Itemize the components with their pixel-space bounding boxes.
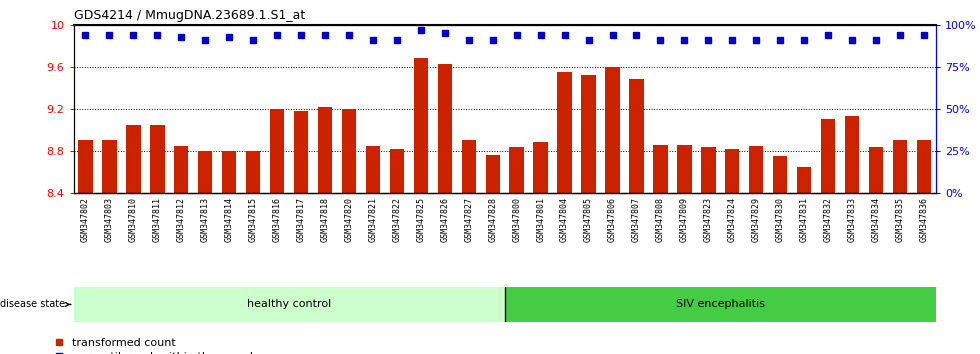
Bar xyxy=(749,145,763,193)
Text: GSM347822: GSM347822 xyxy=(392,197,402,242)
Bar xyxy=(438,64,452,193)
Text: GSM347823: GSM347823 xyxy=(704,197,712,242)
Bar xyxy=(342,109,356,193)
Text: GSM347811: GSM347811 xyxy=(153,197,162,242)
Bar xyxy=(510,147,524,193)
Bar xyxy=(916,141,931,193)
Text: GSM347803: GSM347803 xyxy=(105,197,114,242)
Bar xyxy=(677,144,692,193)
Text: GSM347825: GSM347825 xyxy=(416,197,425,242)
Text: GSM347808: GSM347808 xyxy=(656,197,664,242)
Text: GSM347821: GSM347821 xyxy=(368,197,377,242)
Bar xyxy=(869,147,883,193)
Text: GSM347835: GSM347835 xyxy=(896,197,905,242)
Text: disease state: disease state xyxy=(0,299,71,309)
Bar xyxy=(246,151,261,193)
Bar xyxy=(270,109,284,193)
Bar xyxy=(390,149,404,193)
Bar xyxy=(150,125,165,193)
Bar xyxy=(629,79,644,193)
Bar xyxy=(222,151,236,193)
Text: GSM347828: GSM347828 xyxy=(488,197,497,242)
Text: GSM347816: GSM347816 xyxy=(272,197,281,242)
Bar xyxy=(773,156,787,193)
Bar xyxy=(893,141,907,193)
Text: GSM347802: GSM347802 xyxy=(81,197,90,242)
Text: GSM347810: GSM347810 xyxy=(129,197,138,242)
Bar xyxy=(318,107,332,193)
Text: GSM347814: GSM347814 xyxy=(224,197,233,242)
Text: GSM347830: GSM347830 xyxy=(776,197,785,242)
Bar xyxy=(485,155,500,193)
Text: GSM347813: GSM347813 xyxy=(201,197,210,242)
Bar xyxy=(701,147,715,193)
Text: SIV encephalitis: SIV encephalitis xyxy=(676,299,764,309)
Bar xyxy=(102,141,117,193)
Bar xyxy=(558,72,571,193)
Bar xyxy=(366,145,380,193)
Text: GSM347818: GSM347818 xyxy=(320,197,329,242)
Text: GSM347832: GSM347832 xyxy=(823,197,833,242)
Bar xyxy=(606,67,619,193)
Text: GSM347836: GSM347836 xyxy=(919,197,928,242)
Bar xyxy=(533,142,548,193)
Text: GSM347820: GSM347820 xyxy=(345,197,354,242)
Bar xyxy=(462,141,476,193)
Text: GSM347801: GSM347801 xyxy=(536,197,545,242)
Text: GSM347804: GSM347804 xyxy=(561,197,569,242)
FancyBboxPatch shape xyxy=(74,287,505,322)
Bar xyxy=(725,149,740,193)
Bar xyxy=(294,111,309,193)
Text: healthy control: healthy control xyxy=(247,299,331,309)
Bar xyxy=(797,167,811,193)
Text: GSM347806: GSM347806 xyxy=(608,197,617,242)
Text: GSM347824: GSM347824 xyxy=(728,197,737,242)
Bar xyxy=(78,141,93,193)
Text: GDS4214 / MmugDNA.23689.1.S1_at: GDS4214 / MmugDNA.23689.1.S1_at xyxy=(74,9,305,22)
Bar xyxy=(174,145,188,193)
Text: GSM347809: GSM347809 xyxy=(680,197,689,242)
Legend: transformed count, percentile rank within the sample: transformed count, percentile rank withi… xyxy=(55,338,261,354)
Text: GSM347833: GSM347833 xyxy=(848,197,857,242)
Bar xyxy=(126,125,140,193)
Bar xyxy=(845,116,859,193)
Bar xyxy=(414,58,428,193)
Text: GSM347812: GSM347812 xyxy=(176,197,186,242)
Text: GSM347807: GSM347807 xyxy=(632,197,641,242)
Text: GSM347827: GSM347827 xyxy=(465,197,473,242)
Text: GSM347826: GSM347826 xyxy=(440,197,449,242)
FancyBboxPatch shape xyxy=(505,287,936,322)
Bar xyxy=(821,119,835,193)
Bar xyxy=(581,75,596,193)
Bar xyxy=(198,151,213,193)
Bar xyxy=(654,144,667,193)
Text: GSM347831: GSM347831 xyxy=(800,197,808,242)
Text: GSM347800: GSM347800 xyxy=(513,197,521,242)
Text: GSM347815: GSM347815 xyxy=(249,197,258,242)
Text: GSM347817: GSM347817 xyxy=(297,197,306,242)
Text: GSM347834: GSM347834 xyxy=(871,197,880,242)
Text: GSM347805: GSM347805 xyxy=(584,197,593,242)
Text: GSM347829: GSM347829 xyxy=(752,197,760,242)
